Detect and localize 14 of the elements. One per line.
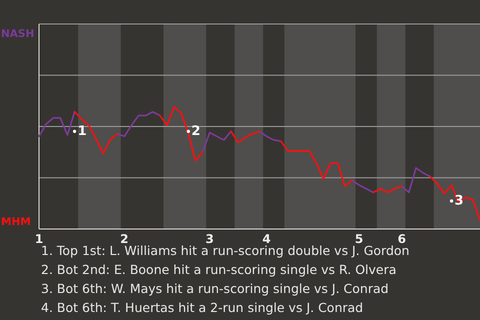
series-label: 1 — [78, 124, 87, 139]
text: 4. Bot 6th: T. Huertas hit a 2-run single vs J. Conrad — [41, 300, 364, 315]
text: 2. Bot 2nd: E. Boone hit a run-scoring single vs R. Olvera — [41, 262, 396, 277]
text: 3. Bot 6th: W. Mays hit a run-scoring single vs J. Conrad — [41, 281, 389, 296]
x-tick-label: 6 — [398, 232, 406, 246]
text: MHM — [1, 216, 31, 228]
text: NASH — [1, 28, 34, 40]
series-label: 2 — [191, 124, 200, 139]
x-tick-label: 4 — [262, 232, 271, 246]
x-tick-label: 2 — [120, 232, 129, 246]
text: 1. Top 1st: L. Williams hit a run-scoring double vs J. Gordon — [41, 243, 410, 258]
x-tick-label: 5 — [354, 232, 364, 246]
x-tick-label: 3 — [206, 232, 214, 246]
x-tick-label: 1 — [34, 232, 44, 246]
